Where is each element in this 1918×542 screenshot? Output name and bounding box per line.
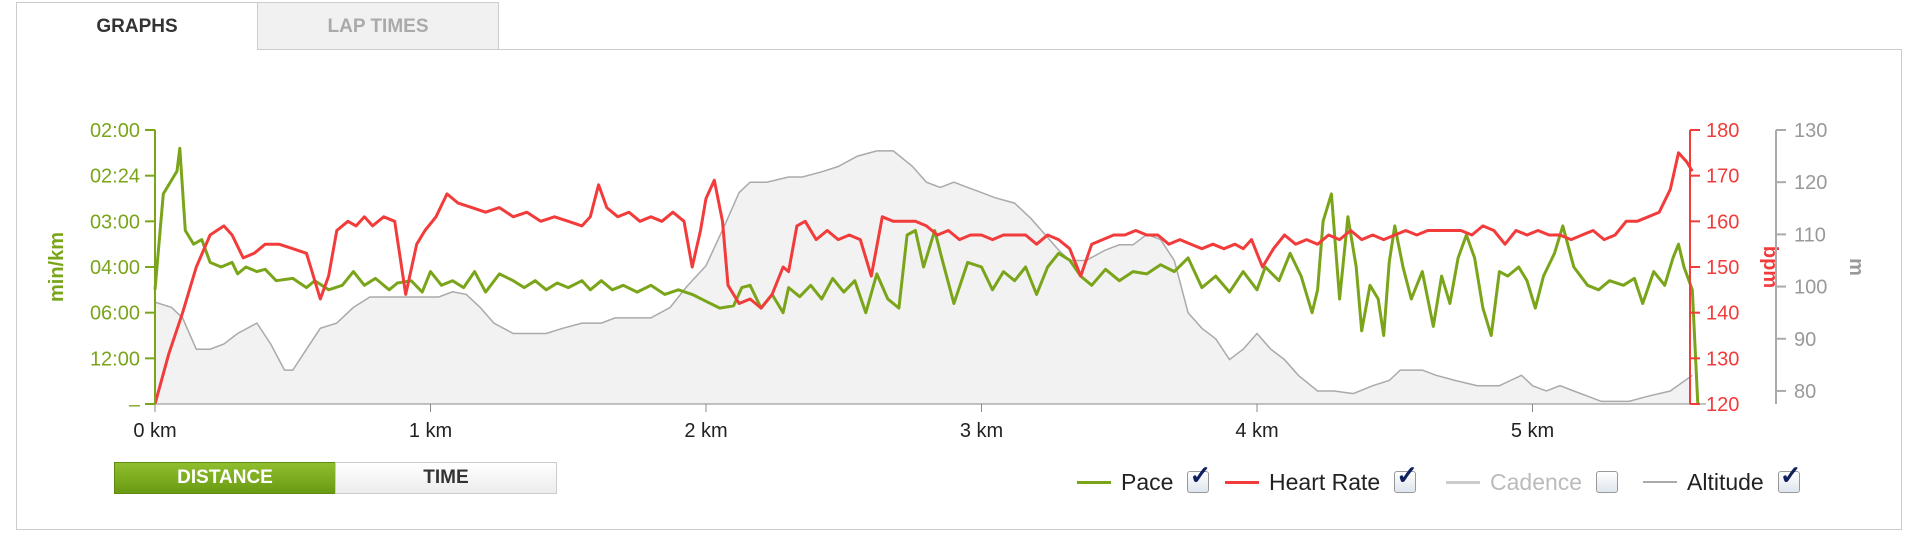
- tab-graphs[interactable]: GRAPHS: [16, 2, 258, 50]
- hr-tick-label: 130: [1706, 348, 1739, 370]
- pace-tick-label: 02:00: [90, 120, 140, 142]
- legend-label-heart-rate: Heart Rate: [1269, 468, 1381, 495]
- check-icon: ✓: [1189, 460, 1212, 490]
- cadence-swatch: [1446, 480, 1480, 484]
- legend-pace: Pace ✓: [1077, 462, 1211, 498]
- pace-tick-label: –: [129, 394, 141, 416]
- legend-heart-rate: Heart Rate ✓: [1225, 462, 1418, 498]
- hr-axis-label: bpm: [1759, 246, 1781, 288]
- altitude-tick-label: 80: [1794, 381, 1816, 403]
- legend-label-cadence: Cadence: [1490, 468, 1583, 495]
- altitude-tick-label: 100: [1794, 277, 1827, 299]
- legend-altitude: Altitude ✓: [1643, 462, 1802, 498]
- x-tick-label: 3 km: [960, 420, 1003, 442]
- pace-tick-label: 04:00: [90, 257, 140, 279]
- check-icon: ✓: [1779, 460, 1802, 490]
- hr-tick-label: 160: [1706, 211, 1739, 233]
- distance-button[interactable]: DISTANCE: [114, 462, 336, 494]
- hr-tick-label: 120: [1706, 394, 1739, 416]
- altitude-tick-label: 110: [1794, 224, 1826, 246]
- tab-lap-times[interactable]: LAP TIMES: [257, 2, 499, 50]
- altitude-tick-label: 130: [1794, 120, 1827, 142]
- pace-line: [153, 146, 1700, 405]
- legend-cadence: Cadence: [1446, 466, 1619, 498]
- heart-rate-series: [153, 151, 1694, 405]
- cadence-checkbox[interactable]: [1596, 471, 1619, 493]
- time-button[interactable]: TIME: [335, 462, 557, 494]
- pace-series: [153, 146, 1700, 405]
- x-tick-label: 0 km: [133, 420, 176, 442]
- altitude-series: [154, 150, 1693, 403]
- pace-axis-label: min/km: [46, 232, 68, 302]
- altitude-axis-label: m: [1845, 258, 1867, 276]
- pace-tick-label: 12:00: [90, 348, 140, 370]
- x-tick-label: 5 km: [1511, 420, 1554, 442]
- altitude-tick-label: 120: [1794, 172, 1827, 194]
- x-tick-label: 4 km: [1235, 420, 1278, 442]
- pace-swatch: [1077, 480, 1111, 484]
- legend-label-pace: Pace: [1121, 468, 1174, 495]
- altitude-tick-label: 90: [1794, 329, 1816, 351]
- altitude-area: [155, 150, 1693, 404]
- hr-tick-label: 170: [1706, 166, 1739, 188]
- pace-tick-label: 03:00: [90, 211, 140, 233]
- altitude-area-fill: [155, 150, 1693, 404]
- altitude-swatch: [1643, 481, 1677, 483]
- legend-label-altitude: Altitude: [1687, 468, 1764, 495]
- x-tick-label: 2 km: [684, 420, 727, 442]
- altitude-line: [154, 150, 1693, 403]
- x-tick-label: 1 km: [409, 420, 452, 442]
- altitude-checkbox[interactable]: ✓: [1777, 462, 1802, 493]
- hr-tick-label: 150: [1706, 257, 1739, 279]
- check-icon: ✓: [1396, 460, 1419, 490]
- hr-tick-label: 180: [1706, 120, 1739, 142]
- heart-rate-line: [153, 151, 1694, 405]
- pace-tick-label: 06:00: [90, 303, 140, 325]
- axes: 0 km 1 km 2 km 3 km 4 km 5 km – 12:00 06:00 04:00…: [46, 120, 1867, 442]
- heart-rate-swatch: [1225, 480, 1259, 484]
- heart-rate-checkbox[interactable]: ✓: [1394, 462, 1418, 493]
- pace-tick-label: 02:24: [90, 166, 140, 188]
- pace-checkbox[interactable]: ✓: [1187, 462, 1211, 493]
- hr-tick-label: 140: [1706, 303, 1739, 325]
